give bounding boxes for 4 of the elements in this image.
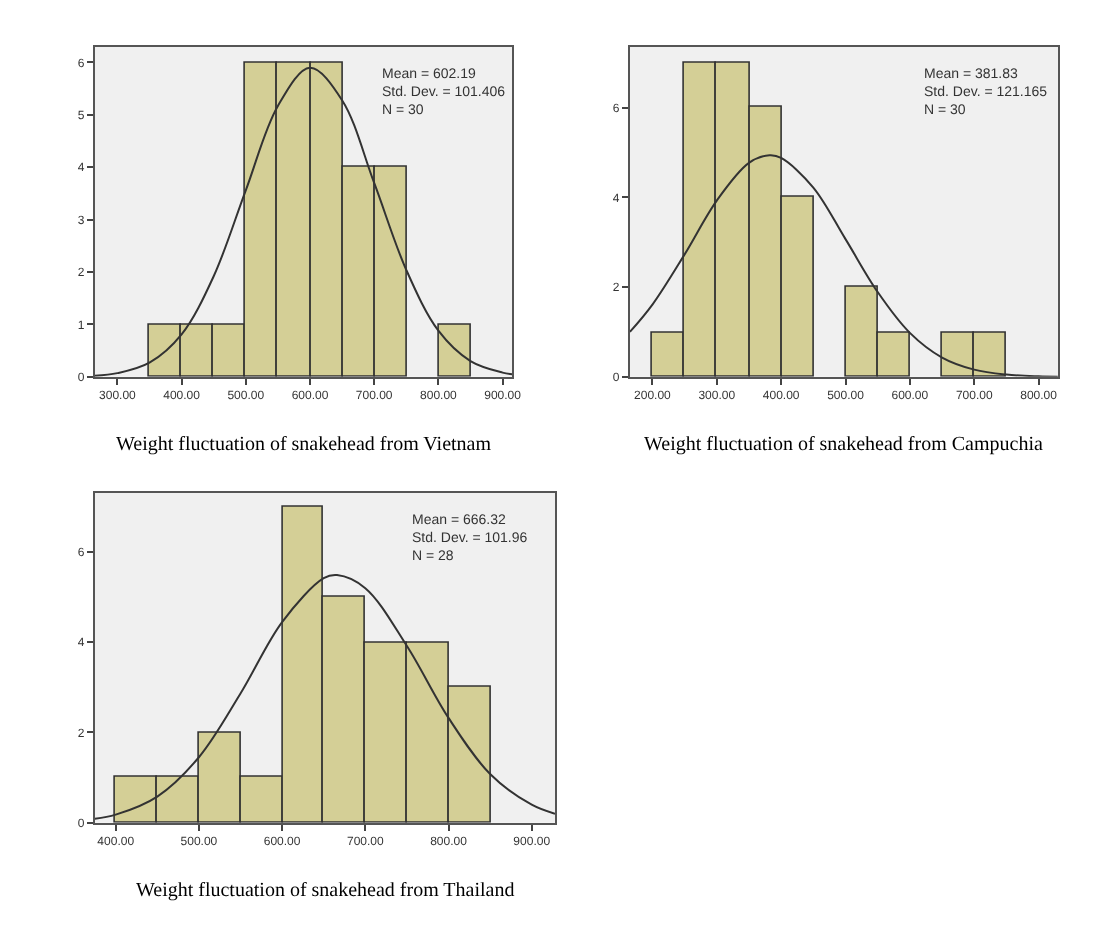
line-series: [94, 66, 513, 377]
text: Weight fluctuation of snakehead from Thailand: [136, 880, 515, 902]
text: Weight fluctuation of snakehead from Campuchia: [644, 434, 1044, 456]
text: Weight fluctuation of snakehead from Vietnam: [116, 434, 492, 456]
